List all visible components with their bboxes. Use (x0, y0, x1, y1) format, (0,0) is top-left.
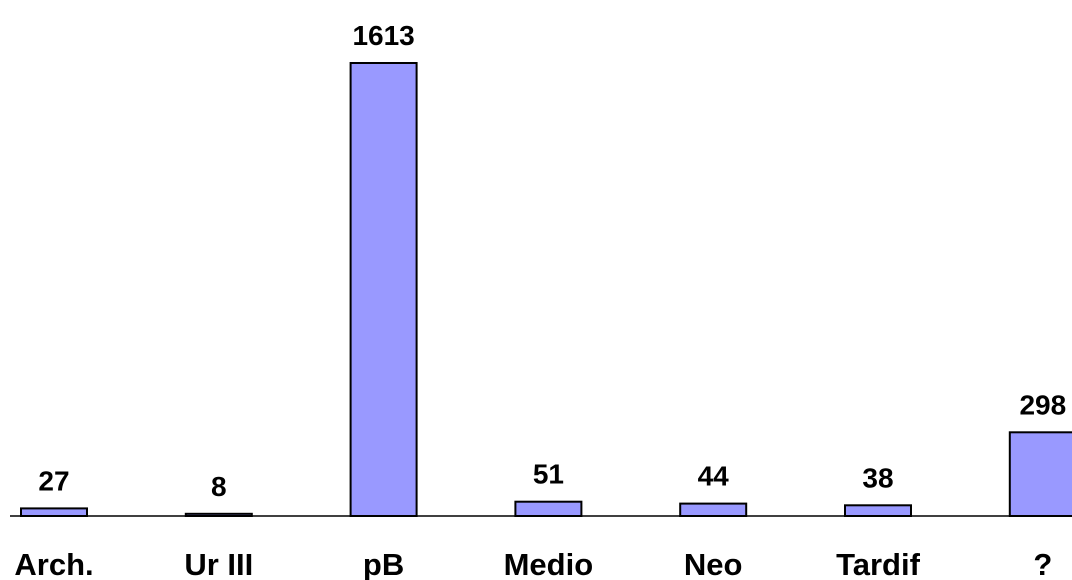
category-label-3: Medio (504, 547, 594, 580)
value-label-1: 8 (211, 471, 227, 502)
category-labels-group: Arch. Ur III pB Medio Neo Tardif? (14, 547, 1052, 580)
bar-3 (514, 500, 583, 518)
value-label-4: 44 (698, 461, 730, 492)
bar-2 (349, 62, 418, 517)
category-label-6: ? (1033, 547, 1052, 580)
bar-4 (679, 502, 748, 518)
value-labels-group: 27 8 1613 51 44 38 298 (38, 20, 1066, 502)
category-label-0: Arch. (14, 547, 93, 580)
bar-5 (844, 504, 912, 517)
bars-group (20, 62, 1072, 518)
category-label-5: Tardif (836, 547, 920, 580)
value-label-5: 38 (862, 462, 893, 493)
bar-0 (20, 507, 88, 517)
value-label-3: 51 (533, 459, 564, 490)
value-label-6: 298 (1019, 389, 1066, 420)
category-label-1: Ur III (184, 547, 253, 580)
category-label-2: pB (363, 547, 404, 580)
category-label-4: Neo (684, 547, 743, 580)
bar-6 (1008, 431, 1072, 517)
value-label-2: 1613 (352, 20, 414, 51)
value-label-0: 27 (38, 465, 69, 496)
